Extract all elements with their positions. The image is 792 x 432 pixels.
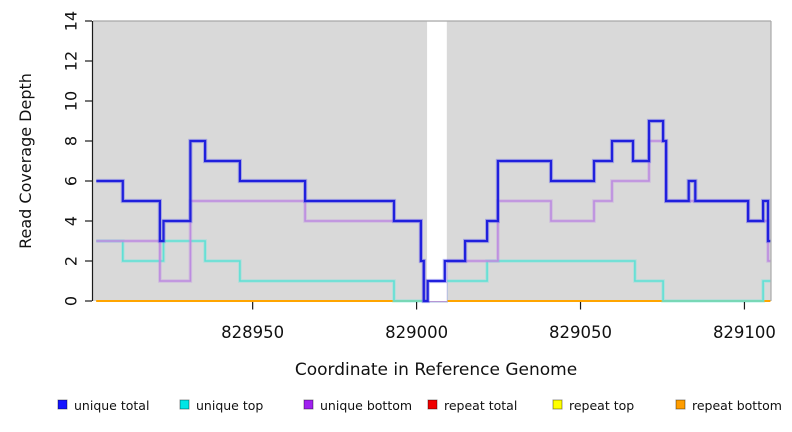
y-tick-label: 14 bbox=[62, 11, 81, 31]
y-axis-title: Read Coverage Depth bbox=[16, 73, 35, 249]
x-tick-label: 829100 bbox=[713, 323, 776, 342]
y-tick-label: 4 bbox=[62, 216, 81, 226]
y-tick-label: 6 bbox=[62, 176, 81, 186]
legend-label-repeat-bottom: repeat bottom bbox=[692, 398, 782, 413]
legend-label-repeat-top: repeat top bbox=[569, 398, 634, 413]
series-line-unique-top bbox=[96, 240, 771, 302]
y-tick-label: 10 bbox=[62, 91, 81, 111]
y-tick-label: 12 bbox=[62, 51, 81, 71]
masked-region bbox=[427, 21, 447, 301]
legend-swatch-unique-top bbox=[179, 399, 190, 410]
legend-label-unique-total: unique total bbox=[74, 398, 149, 413]
legend-label-unique-top: unique top bbox=[196, 398, 263, 413]
series-line-unique-total bbox=[96, 119, 771, 303]
y-tick-label: 8 bbox=[62, 136, 81, 146]
x-tick-label: 828950 bbox=[221, 323, 284, 342]
legend-swatch-repeat-total bbox=[427, 399, 438, 410]
legend-swatch-unique-bottom bbox=[303, 399, 314, 410]
x-tick-label: 829050 bbox=[549, 323, 612, 342]
y-tick-label: 2 bbox=[62, 256, 81, 266]
x-tick-label: 829000 bbox=[385, 323, 448, 342]
legend-swatch-unique-total bbox=[57, 399, 68, 410]
legend-label-unique-bottom: unique bottom bbox=[320, 398, 412, 413]
y-tick-label: 0 bbox=[62, 296, 81, 306]
legend-label-repeat-total: repeat total bbox=[444, 398, 517, 413]
x-axis-title: Coordinate in Reference Genome bbox=[295, 360, 577, 380]
legend-swatch-repeat-top bbox=[552, 399, 563, 410]
legend-swatch-repeat-bottom bbox=[675, 399, 686, 410]
